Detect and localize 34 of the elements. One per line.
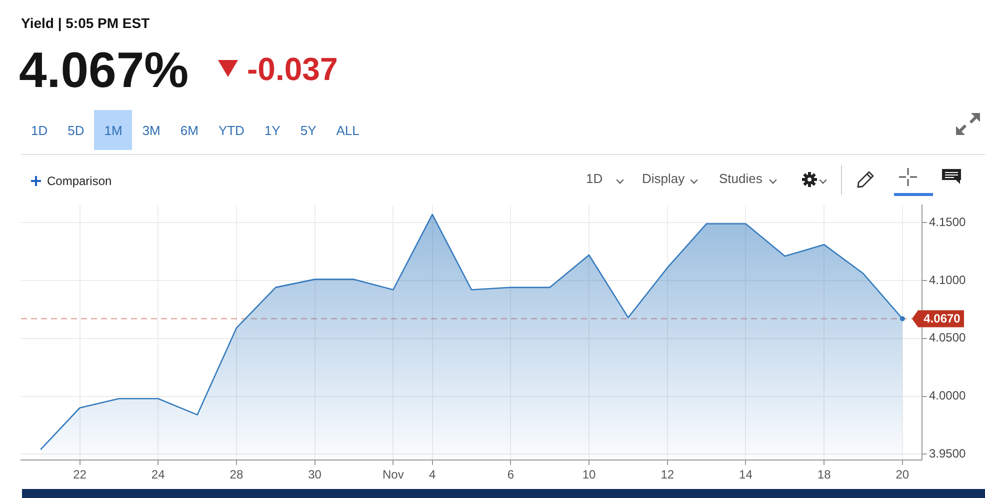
y-tick-label: 4.0500 <box>929 330 966 345</box>
selected-button: 1M <box>94 110 132 150</box>
text: 1D <box>31 122 48 138</box>
chart-subtitle: 4.067% <box>19 42 189 98</box>
x-tick-label: 18 <box>817 468 832 482</box>
x-tick-label: 20 <box>896 468 910 482</box>
y-tick-label: 4.1000 <box>929 272 966 287</box>
x-tick-label: 30 <box>308 468 322 482</box>
x-tick-label: 12 <box>660 468 674 482</box>
text: 5Y <box>300 122 316 138</box>
x-tick-label: Nov <box>382 468 404 482</box>
text: 6M <box>180 122 198 138</box>
dropdown-menu: Display <box>642 171 698 187</box>
dropdown-menu: Studies <box>719 171 777 187</box>
x-tick-label: 6 <box>507 468 514 482</box>
text: 3M <box>142 122 160 138</box>
chart-title: Yield | 5:05 PM EST <box>21 15 150 31</box>
y-tick-label: 4.0000 <box>929 388 966 403</box>
x-tick-label: 4 <box>428 468 436 482</box>
x-tick-label: 24 <box>151 468 166 482</box>
text: YTD <box>218 122 244 138</box>
x-tick-label: 28 <box>230 468 244 482</box>
y-tick-label: 4.1500 <box>929 214 966 229</box>
text: Comparison <box>47 174 112 188</box>
dropdown-menu: 1D <box>586 171 624 187</box>
x-tick-label: 14 <box>739 468 753 482</box>
text: 1Y <box>264 122 280 138</box>
x-tick-label: 10 <box>582 468 596 482</box>
y-tick-label: 3.9500 <box>929 446 966 461</box>
text: 5D <box>68 122 84 138</box>
ref-line-label: 4.0670 <box>924 312 961 326</box>
x-tick-label: 22 <box>73 468 87 482</box>
text: -0.037 <box>247 51 338 87</box>
text: ALL <box>336 122 360 138</box>
